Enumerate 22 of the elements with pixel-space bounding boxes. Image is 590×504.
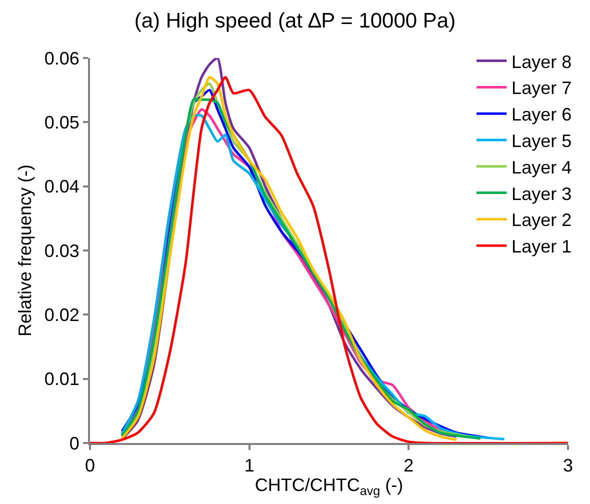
legend-label: Layer 1 (512, 236, 572, 257)
y-tick-label: 0.01 (44, 369, 80, 390)
y-tick-label: 0.05 (44, 112, 80, 132)
x-tick-label: 0 (84, 456, 96, 476)
legend-label: Layer 3 (512, 184, 572, 204)
y-tick-label: 0.03 (44, 240, 80, 261)
y-tick-label: 0 (69, 433, 80, 454)
legend-label: Layer 2 (512, 210, 572, 230)
y-tick-label: 0.04 (44, 176, 80, 197)
x-tick-label: 1 (244, 456, 254, 476)
x-tick-label: 2 (404, 456, 414, 476)
legend-label: Layer 5 (512, 131, 572, 152)
x-axis-title: CHTC/CHTC$_{avg}$ (-) (254, 475, 404, 498)
x-tick-label: 3 (562, 456, 574, 476)
legend-label: Layer 7 (512, 78, 572, 98)
y-tick-label: 0.02 (44, 304, 80, 325)
chart-title: (a) High speed (at ∆P = 10000 Pa) (134, 9, 456, 32)
legend-label: Layer 8 (512, 52, 572, 72)
legend-label: Layer 6 (512, 104, 572, 125)
y-axis-title: Relative frequency (-) (15, 164, 36, 337)
y-tick-label: 0.06 (44, 48, 80, 68)
legend-label: Layer 4 (512, 157, 572, 178)
